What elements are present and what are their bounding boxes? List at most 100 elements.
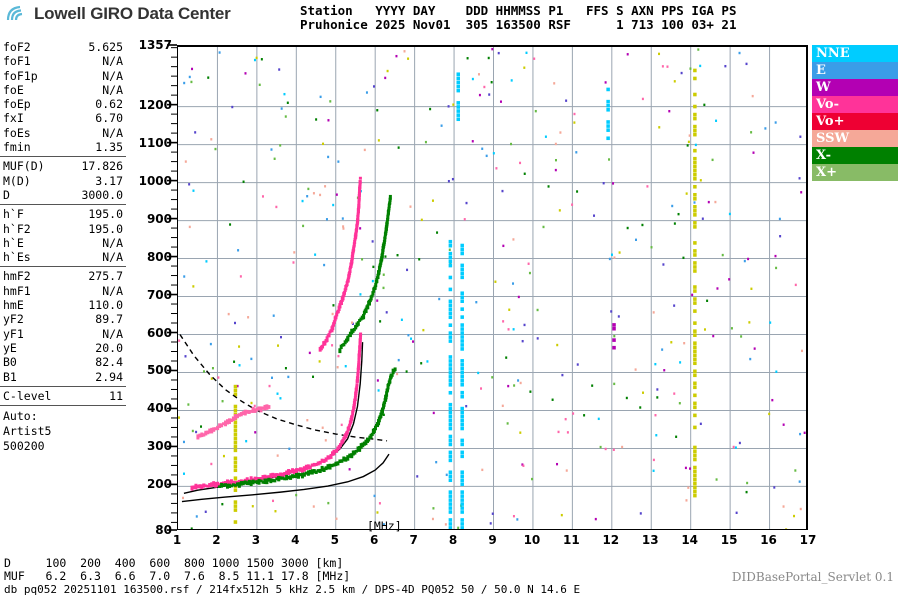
parameter-key: hmE <box>3 298 24 313</box>
station-header-values: Pruhonice 2025 Nov01 305 163500 RSF 1 71… <box>300 17 737 32</box>
giro-wave-icon <box>6 5 23 21</box>
parameter-row: foE N/A <box>3 83 123 97</box>
x-tick-label: 4 <box>291 533 300 547</box>
legend-item-x[interactable]: X+ <box>812 164 898 181</box>
parameter-group-4: C-level 11 <box>0 385 126 403</box>
x-axis-unit: [MHz] <box>367 519 402 533</box>
x-tick-label: 14 <box>681 533 699 547</box>
x-tick-label: 3 <box>251 533 261 547</box>
y-tick-label: 1000 <box>138 173 172 188</box>
x-tick-label: 6 <box>370 533 379 547</box>
x-tick-label: 7 <box>409 533 418 547</box>
plot-data-layer <box>178 47 806 529</box>
parameter-value: N/A <box>102 82 123 97</box>
parameter-key: B1 <box>3 369 17 384</box>
parameter-row: B0 82.4 <box>3 355 123 369</box>
y-tick-label: 500 <box>146 363 172 378</box>
giro-branding: Lowell GIRO Data Center <box>6 4 231 24</box>
legend-item-nne[interactable]: NNE <box>812 45 898 62</box>
ionogram-plot[interactable] <box>177 45 808 530</box>
parameter-key: yF2 <box>3 312 24 327</box>
parameter-key: B0 <box>3 355 17 370</box>
parameter-key: foEs <box>3 125 31 140</box>
parameter-key: hmF2 <box>3 269 31 284</box>
parameter-value: 89.7 <box>95 312 123 327</box>
parameter-row: h`F 195.0 <box>3 207 123 221</box>
x-tick-label: 16 <box>760 533 777 547</box>
direction-legend[interactable]: NNE E W Vo- Vo+ SSW X- X+ <box>812 45 898 181</box>
parameter-key: M(D) <box>3 173 31 188</box>
parameter-panel: foF2 5.625 foF1 N/A foF1p N/A foE N/A foEp 0.62 fx… <box>0 40 126 454</box>
auto-line: Auto: <box>3 409 38 424</box>
parameter-key: foEp <box>3 97 31 112</box>
parameter-value: 195.0 <box>88 221 123 236</box>
parameter-row: h`F2 195.0 <box>3 222 123 236</box>
parameter-value: 275.7 <box>88 269 123 284</box>
parameter-key: yE <box>3 340 17 355</box>
parameter-value: 5.625 <box>88 40 123 54</box>
parameter-row: B1 2.94 <box>3 370 123 384</box>
parameter-row: yF2 89.7 <box>3 312 123 326</box>
parameter-key: h`Es <box>3 250 31 265</box>
auto-scaler-block: Auto: Artist5 500200 <box>0 405 126 454</box>
y-tick-label: 800 <box>146 249 172 264</box>
parameter-group-0: foF2 5.625 foF1 N/A foF1p N/A foE N/A foEp 0.62 fx… <box>0 40 126 154</box>
parameter-value: N/A <box>102 68 123 83</box>
parameter-group-3: hmF2 275.7 hmF1 N/A hmE 110.0 yF2 89.7 yF1 N/A yE 2… <box>0 266 126 384</box>
parameter-key: D <box>3 187 10 202</box>
y-tick-label: 80 <box>155 523 172 537</box>
legend-item-w[interactable]: W <box>812 79 898 96</box>
parameter-value: N/A <box>102 250 123 265</box>
source-file-line: db pq052 20251101 163500.rsf / 214fx512h… <box>4 583 581 596</box>
y-axis-labels: 80 200 300 400 500 600 700 800 900 1000 1100 1200 13… <box>130 38 176 538</box>
parameter-value: 0.62 <box>95 97 123 112</box>
auto-line: Artist5 <box>3 424 52 439</box>
parameter-key: fmin <box>3 140 31 155</box>
y-tick-label: 1100 <box>138 135 172 150</box>
legend-item-vo[interactable]: Vo- <box>812 96 898 113</box>
parameter-value: 20.0 <box>95 340 123 355</box>
parameter-value: N/A <box>102 326 123 341</box>
parameter-value: N/A <box>102 235 123 250</box>
x-tick-label: 2 <box>212 533 221 547</box>
parameter-value: N/A <box>102 283 123 298</box>
legend-item-vo[interactable]: Vo+ <box>812 113 898 130</box>
y-tick-label: 1357 <box>138 38 172 52</box>
parameter-key: foF1 <box>3 54 31 69</box>
y-tick-label: 600 <box>146 325 172 340</box>
plot-gridlines <box>178 47 806 529</box>
parameter-row: h`Es N/A <box>3 250 123 264</box>
y-tick-label: 1200 <box>138 97 172 112</box>
parameter-value: 6.70 <box>95 111 123 126</box>
parameter-row: foEp 0.62 <box>3 97 123 111</box>
legend-item-e[interactable]: E <box>812 62 898 79</box>
parameter-row: foF1 N/A <box>3 54 123 68</box>
legend-item-x[interactable]: X- <box>812 147 898 164</box>
parameter-key: hmF1 <box>3 283 31 298</box>
servlet-version: DIDBasePortal_Servlet 0.1 <box>731 570 894 584</box>
parameter-row: fmin 1.35 <box>3 140 123 154</box>
y-tick-label: 200 <box>146 477 172 492</box>
parameter-value: 195.0 <box>88 207 123 222</box>
y-axis-ticks <box>167 44 177 531</box>
legend-item-ssw[interactable]: SSW <box>812 130 898 147</box>
parameter-row: hmF1 N/A <box>3 284 123 298</box>
parameter-value: 3000.0 <box>81 187 123 202</box>
station-header-labels: Station YYYY DAY DDD HHMMSS P1 FFS S AXN… <box>300 3 737 18</box>
parameter-value: 1.35 <box>95 140 123 155</box>
parameter-key: h`E <box>3 235 24 250</box>
x-axis-labels: 1 2 3 4 5 6 7 8 9 10 11 12 13 14 15 16 17 <box>120 533 880 551</box>
parameter-row: h`E N/A <box>3 236 123 250</box>
parameter-key: h`F <box>3 207 24 222</box>
scale-row-muf: MUF 6.2 6.3 6.6 7.0 7.6 8.5 11.1 17.8 [M… <box>4 569 351 583</box>
x-tick-label: 15 <box>720 533 738 547</box>
x-tick-label: 8 <box>448 533 458 547</box>
parameter-row: hmE 110.0 <box>3 298 123 312</box>
parameter-value: 2.94 <box>95 369 123 384</box>
parameter-key: h`F2 <box>3 221 31 236</box>
parameter-row: foF1p N/A <box>3 69 123 83</box>
parameter-value: 82.4 <box>95 355 123 370</box>
parameter-key: MUF(D) <box>3 159 45 174</box>
parameter-row: yF1 N/A <box>3 327 123 341</box>
